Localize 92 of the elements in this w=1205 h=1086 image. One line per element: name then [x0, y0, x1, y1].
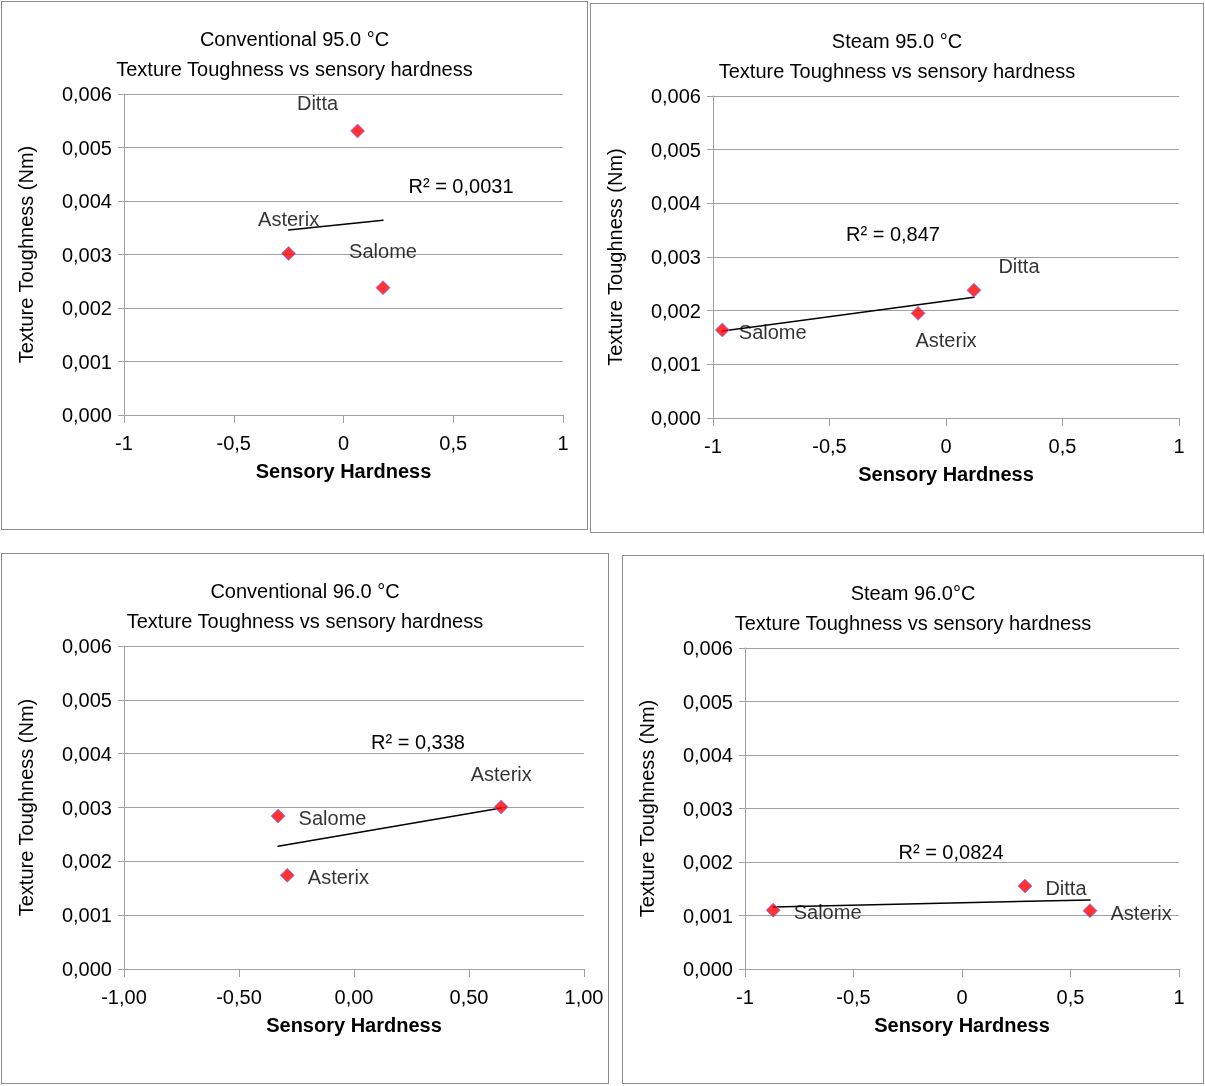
- y-tick-label: 0,003: [61, 796, 112, 819]
- x-tick-label: 1: [557, 432, 569, 454]
- y-axis-title: Texture Toughness (Nm): [15, 145, 37, 364]
- chart-title: Conventional 95.0 °C: [199, 28, 390, 50]
- x-tick-label: 0,50: [449, 986, 489, 1008]
- y-tick-label: 0,002: [650, 299, 701, 322]
- point: [375, 280, 391, 296]
- annotation: R² = 0,338: [371, 731, 465, 753]
- data-label: Salome: [793, 901, 862, 924]
- x-tick-label: 0,5: [1048, 435, 1077, 457]
- data-label: Salome: [738, 320, 807, 343]
- data-label: Asterix: [307, 866, 369, 889]
- data-label: Salome: [349, 240, 417, 263]
- chart-subtitle: Texture Toughness vs sensory hardness: [718, 60, 1076, 82]
- y-tick-label: 0,001: [682, 904, 733, 927]
- point: [281, 245, 297, 261]
- chart-title: Steam 95.0 °C: [831, 30, 963, 52]
- y-tick-label: 0,003: [650, 246, 701, 268]
- y-tick-label: 0,004: [682, 744, 733, 766]
- point: [270, 808, 286, 824]
- chart-title: Steam 96.0°C: [850, 582, 976, 604]
- y-axis-title: Texture Toughness (Nm): [15, 698, 37, 917]
- y-tick-label: 0,005: [682, 690, 733, 713]
- y-tick-label: 0,002: [61, 297, 112, 319]
- x-tick-label: -0,5: [836, 986, 871, 1008]
- x-tick-label: 0: [956, 986, 968, 1008]
- chart-subtitle: Texture Toughness vs sensory hardness: [126, 610, 484, 632]
- y-tick-label: 0,005: [61, 688, 112, 711]
- y-tick-label: 0,004: [650, 192, 701, 215]
- y-tick-label: 0,001: [61, 350, 112, 373]
- x-tick-label: 0: [337, 432, 350, 454]
- x-tick-label: 1,00: [564, 986, 604, 1008]
- point: [1082, 903, 1098, 919]
- x-tick-label: 1: [1173, 435, 1185, 457]
- y-tick-label: 0,000: [650, 407, 701, 429]
- x-tick-label: -1: [704, 435, 722, 457]
- point: [966, 282, 982, 298]
- data-label: Asterix: [258, 207, 320, 230]
- y-tick-label: 0,002: [682, 851, 733, 873]
- point: [1017, 878, 1033, 894]
- data-label: Ditta: [296, 92, 339, 115]
- y-tick-label: 0,005: [61, 136, 112, 159]
- y-tick-label: 0,004: [61, 190, 112, 212]
- point: [910, 305, 926, 321]
- y-tick-label: 0,006: [650, 85, 701, 107]
- annotation: R² = 0,0824: [898, 841, 1004, 863]
- x-tick-label: -0,5: [812, 435, 847, 457]
- x-axis-title: Sensory Hardness: [266, 1014, 442, 1036]
- data-label: Ditta: [1045, 877, 1088, 900]
- x-tick-label: 0,5: [1056, 986, 1085, 1008]
- y-tick-label: 0,002: [61, 850, 112, 873]
- x-tick-label: 0: [940, 435, 952, 457]
- y-tick-label: 0,003: [61, 243, 112, 266]
- x-tick-label: -1: [115, 432, 133, 454]
- data-label: Asterix: [915, 328, 977, 351]
- y-tick-label: 0,000: [682, 958, 733, 980]
- y-tick-label: 0,003: [682, 797, 733, 820]
- point: [279, 867, 295, 883]
- y-tick-label: 0,005: [650, 138, 701, 161]
- x-tick-label: -0,50: [216, 986, 262, 1008]
- y-axis-title: Texture Toughness (Nm): [636, 699, 658, 918]
- chart-title: Conventional 96.0 °C: [210, 580, 400, 602]
- x-tick-label: -1,00: [101, 986, 147, 1008]
- x-tick-label: 0,00: [334, 986, 374, 1008]
- point: [714, 322, 730, 338]
- point: [350, 123, 366, 139]
- x-axis-title: Sensory Hardness: [874, 1014, 1050, 1036]
- annotation: R² = 0,0031: [408, 175, 514, 197]
- x-tick-label: 1: [1173, 986, 1185, 1008]
- x-tick-label: -1: [736, 986, 754, 1008]
- y-tick-label: 0,001: [650, 353, 701, 376]
- y-tick-label: 0,004: [61, 742, 112, 765]
- y-tick-label: 0,006: [682, 637, 733, 659]
- x-axis-title: Sensory Hardness: [255, 460, 432, 482]
- data-label: Asterix: [1110, 901, 1172, 924]
- y-tick-label: 0,006: [61, 83, 112, 105]
- y-tick-label: 0,000: [61, 958, 112, 980]
- data-label: Ditta: [998, 254, 1041, 277]
- point: [765, 902, 781, 918]
- chart-subtitle: Texture Toughness vs sensory hardness: [734, 612, 1092, 634]
- data-label: Salome: [298, 807, 367, 830]
- x-tick-label: 0,5: [439, 432, 468, 454]
- annotation: R² = 0,847: [846, 223, 940, 245]
- point: [493, 799, 509, 815]
- chart-subtitle: Texture Toughness vs sensory hardness: [116, 58, 473, 80]
- data-label: Asterix: [470, 763, 532, 786]
- y-tick-label: 0,001: [61, 904, 112, 927]
- x-tick-label: -0,5: [216, 432, 251, 454]
- y-tick-label: 0,000: [61, 404, 112, 426]
- y-axis-title: Texture Toughness (Nm): [604, 148, 626, 366]
- x-axis-title: Sensory Hardness: [858, 463, 1034, 485]
- y-tick-label: 0,006: [61, 635, 112, 657]
